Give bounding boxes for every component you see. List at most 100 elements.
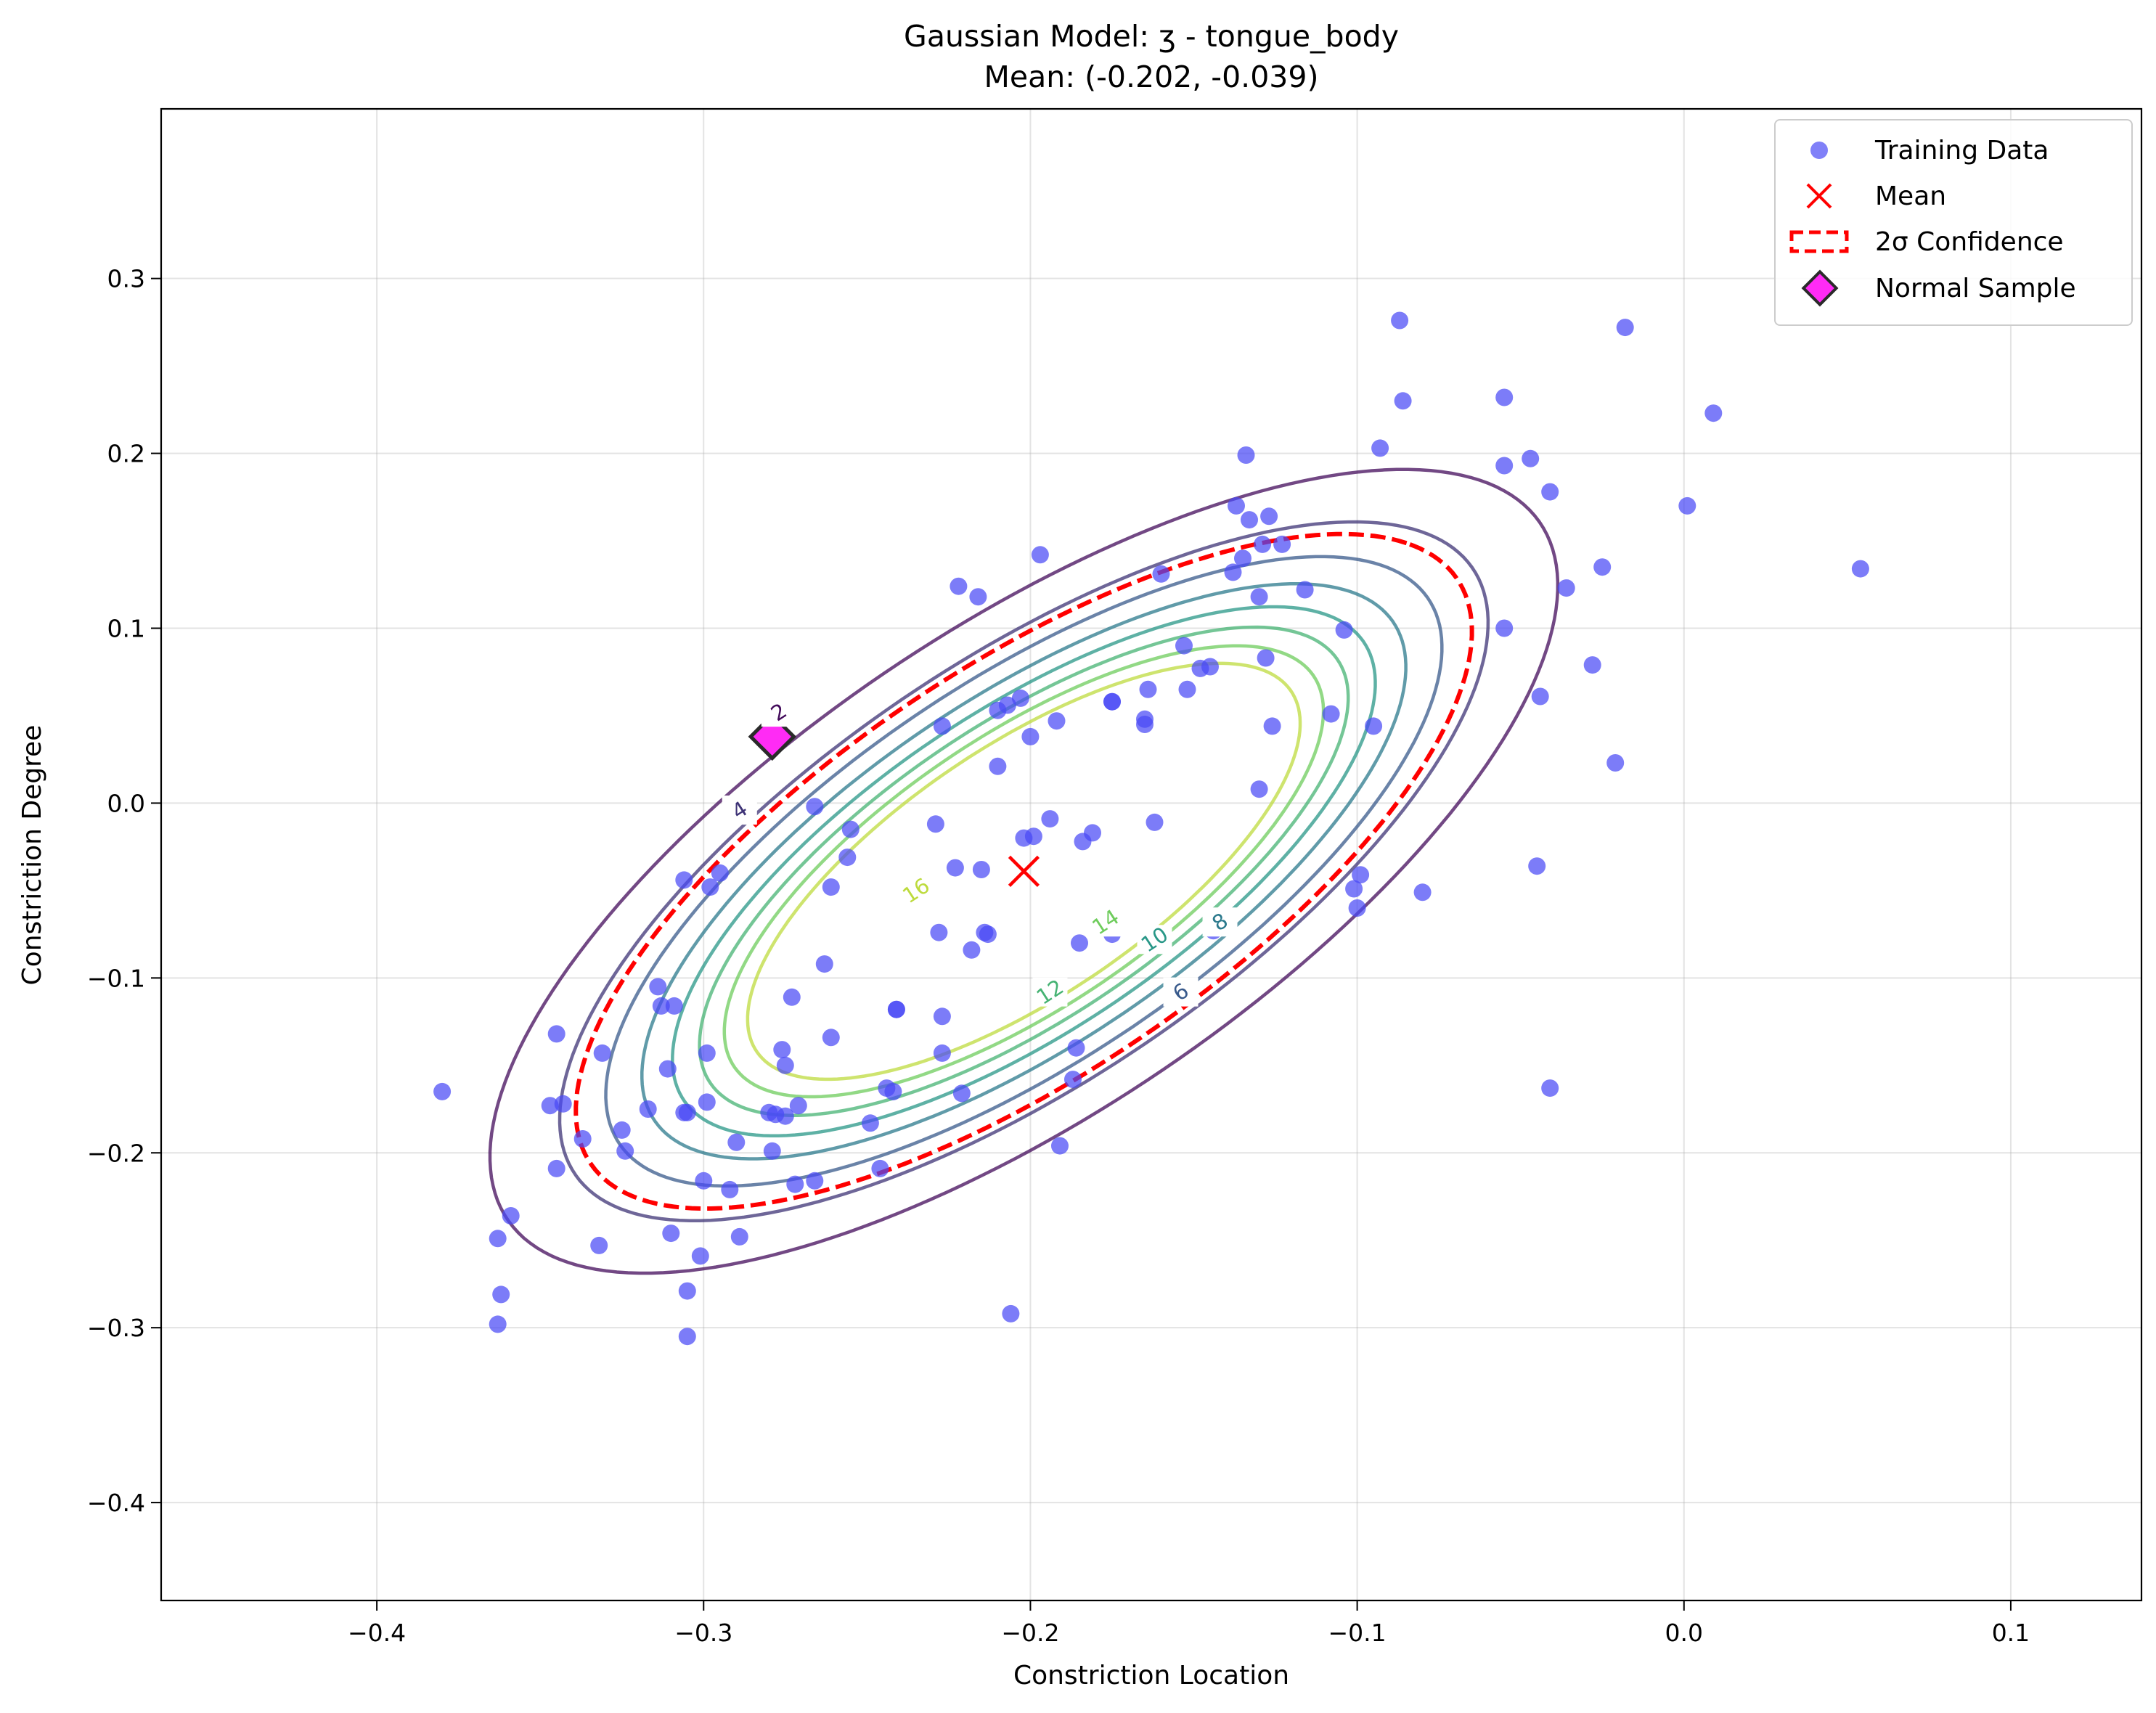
training-point [789,1097,807,1115]
training-point [841,820,859,838]
training-point [489,1315,507,1333]
training-point [658,1060,677,1078]
training-point [691,1247,709,1265]
mean-marker-stroke [1008,855,1040,887]
training-point [786,1175,804,1193]
training-points [433,311,1869,1346]
contour-label-bg [1032,977,1068,1007]
training-point [1152,565,1170,583]
training-point [1031,546,1049,564]
contour-line [558,520,1490,1223]
training-point [665,997,683,1015]
training-point [1348,899,1366,917]
training-point [1495,457,1514,475]
training-point [727,1133,746,1151]
y-tick-label: −0.2 [87,1139,145,1167]
training-point [887,1000,905,1018]
confidence-ellipse-group [573,531,1474,1211]
training-point [989,757,1007,775]
y-tick-label: 0.2 [107,440,145,468]
training-point [1495,388,1514,406]
training-point [776,1056,794,1074]
training-point [763,1142,781,1160]
training-point [695,1172,713,1190]
legend-sample-marker [1801,269,1839,307]
training-point [1495,619,1514,637]
legend-box [1774,119,2133,326]
training-point [773,1041,791,1059]
training-point [1583,656,1601,674]
contour-label-bg [1087,907,1123,937]
training-point [933,1044,951,1062]
training-point [1352,866,1370,884]
training-point [554,1095,572,1113]
chart-subtitle: Mean: (-0.202, -0.039) [984,60,1319,94]
training-point [884,1082,902,1100]
training-point [1345,880,1363,898]
training-point [616,1142,634,1160]
training-point [590,1236,608,1254]
training-point [806,798,824,816]
x-axis-label: Constriction Location [1013,1661,1289,1690]
training-point [649,978,667,996]
training-point [933,1007,951,1026]
contour-label-bg [722,796,757,825]
training-point [871,1159,889,1177]
training-point [492,1285,510,1304]
training-point [1067,1039,1085,1057]
training-point [678,1328,696,1346]
training-point [1224,563,1242,581]
training-point [1593,558,1612,576]
training-point [1413,883,1432,902]
contour-line [488,467,1560,1275]
training-point [1237,446,1255,464]
training-point [1557,579,1575,597]
training-point [541,1097,559,1115]
y-axis-ticks: −0.4 −0.3 −0.2 −0.1 0.0 0.1 0.2 0.3 [87,265,161,1517]
contour-label-bg [1137,925,1172,954]
training-point [1103,692,1121,711]
legend-confidence-label: 2σ Confidence [1875,227,2064,257]
contour-label-bg [761,698,796,727]
y-tick-label: −0.3 [87,1314,145,1342]
training-point [806,1172,824,1190]
training-point [1146,813,1164,831]
training-point [593,1044,611,1062]
training-point [1257,649,1275,667]
training-point [1296,581,1314,599]
training-point [1139,680,1157,698]
legend-training-label: Training Data [1874,136,2049,165]
training-point [573,1130,592,1148]
training-point [776,1107,794,1125]
training-point [1250,588,1268,606]
training-point [711,864,729,882]
x-tick-label: −0.3 [674,1619,732,1647]
training-point [1322,705,1340,723]
training-point [652,997,670,1015]
training-point [1178,680,1196,698]
training-point [838,849,857,867]
y-tick-label: 0.3 [107,265,145,293]
training-point [1263,717,1281,735]
x-tick-label: −0.2 [1001,1619,1059,1647]
training-point [972,861,990,878]
x-tick-label: 0.0 [1665,1619,1703,1647]
training-point [1531,687,1549,706]
legend: Training Data Mean 2σ Confidence Normal … [1774,119,2133,326]
training-point [1335,621,1353,639]
training-point [1024,827,1042,846]
training-point [1254,535,1272,553]
training-point [946,859,964,877]
training-point [1234,549,1251,568]
training-point [930,923,948,941]
contour-line [640,582,1408,1161]
training-point [678,1103,696,1121]
training-point [1201,658,1219,676]
training-point [979,925,997,944]
training-point [1071,934,1088,952]
training-point [547,1025,565,1043]
training-point [662,1225,680,1243]
legend-mean-marker [1806,183,1832,209]
